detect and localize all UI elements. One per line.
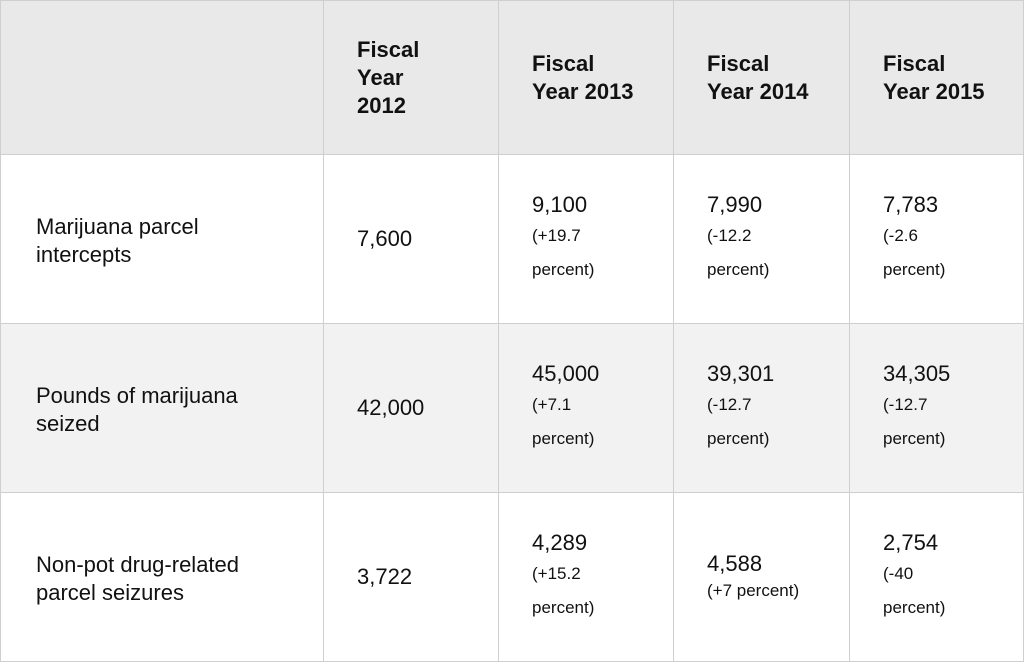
cell-value: 9,100 [532, 192, 588, 217]
header-fy2014-line1: Fiscal [707, 50, 770, 76]
header-fy2015-line2: Year 2015 [883, 78, 985, 104]
cell-fy2012: 42,000 [323, 323, 499, 493]
cell-value: 4,289 [532, 530, 588, 555]
row-label-line: parcel seizures [36, 580, 184, 605]
table-row: Marijuana parcel intercepts 7,600 9,100 … [0, 154, 1024, 324]
row-label-cell: Pounds of marijuana seized [0, 323, 324, 493]
cell-value: 7,783 [883, 192, 939, 217]
cell-value: 4,588 [707, 551, 763, 576]
header-cell-fy2013: Fiscal Year 2013 [498, 0, 674, 155]
header-fy2012-line1: Fiscal [357, 36, 420, 62]
cell-change: percent) [883, 598, 946, 617]
cell-change: (-2.6 [883, 226, 918, 245]
cell-value: 45,000 [532, 361, 600, 386]
cell-fy2014: 39,301 (-12.7 percent) [673, 323, 850, 493]
header-fy2013-line1: Fiscal [532, 50, 595, 76]
cell-change: percent) [532, 598, 595, 617]
cell-value: 34,305 [883, 361, 951, 386]
cell-change: percent) [707, 429, 770, 448]
table-row: Pounds of marijuana seized 42,000 45,000… [0, 323, 1024, 493]
header-cell-fy2012: Fiscal Year 2012 [323, 0, 499, 155]
cell-fy2012: 3,722 [323, 492, 499, 662]
header-cell-fy2014: Fiscal Year 2014 [673, 0, 850, 155]
cell-value: 2,754 [883, 530, 939, 555]
header-fy2015-line1: Fiscal [883, 50, 946, 76]
row-label-cell: Marijuana parcel intercepts [0, 154, 324, 324]
cell-change: (-12.7 [883, 395, 928, 414]
cell-change: (+15.2 [532, 564, 581, 583]
header-fy2012-line3: 2012 [357, 92, 406, 118]
cell-change: (-40 [883, 564, 914, 583]
row-label-cell: Non-pot drug-related parcel seizures [0, 492, 324, 662]
cell-change: percent) [532, 429, 595, 448]
cell-change: (-12.7 [707, 395, 752, 414]
cell-fy2015: 7,783 (-2.6 percent) [849, 154, 1024, 324]
header-cell-empty [0, 0, 324, 155]
header-cell-fy2015: Fiscal Year 2015 [849, 0, 1024, 155]
row-label-line: Non-pot drug-related [36, 552, 240, 577]
row-label-line: intercepts [36, 242, 132, 267]
cell-change: (+7 percent) [707, 581, 800, 600]
cell-fy2012: 7,600 [323, 154, 499, 324]
cell-change: percent) [707, 260, 770, 279]
header-fy2013-line2: Year 2013 [532, 78, 634, 104]
cell-fy2015: 2,754 (-40 percent) [849, 492, 1024, 662]
cell-change: (+7.1 [532, 395, 572, 414]
cell-value: 39,301 [707, 361, 775, 386]
header-fy2012-line2: Year [357, 64, 404, 90]
cell-change: percent) [883, 429, 946, 448]
header-row: Fiscal Year 2012 Fiscal Year 2013 Fiscal… [0, 0, 1024, 155]
cell-fy2014: 4,588 (+7 percent) [673, 492, 850, 662]
row-label-line: Marijuana parcel [36, 214, 199, 239]
cell-fy2013: 45,000 (+7.1 percent) [498, 323, 674, 493]
cell-fy2014: 7,990 (-12.2 percent) [673, 154, 850, 324]
row-label-line: Pounds of marijuana [36, 383, 238, 408]
cell-fy2013: 9,100 (+19.7 percent) [498, 154, 674, 324]
cell-change: (-12.2 [707, 226, 752, 245]
row-label-line: seized [36, 411, 100, 436]
header-fy2014-line2: Year 2014 [707, 78, 809, 104]
cell-change: (+19.7 [532, 226, 581, 245]
cell-change: percent) [883, 260, 946, 279]
table-row: Non-pot drug-related parcel seizures 3,7… [0, 492, 1024, 662]
cell-change: percent) [532, 260, 595, 279]
cell-value: 7,990 [707, 192, 763, 217]
cell-fy2013: 4,289 (+15.2 percent) [498, 492, 674, 662]
cell-fy2015: 34,305 (-12.7 percent) [849, 323, 1024, 493]
